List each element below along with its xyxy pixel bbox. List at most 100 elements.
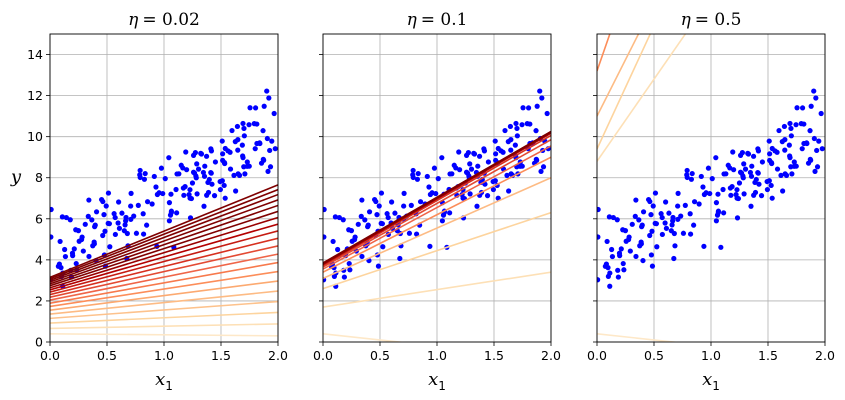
- data-point: [769, 145, 775, 152]
- data-point: [222, 145, 228, 152]
- data-point: [105, 190, 112, 196]
- data-point: [205, 179, 211, 186]
- x-axis-label: x1: [702, 369, 720, 393]
- data-point: [734, 215, 741, 221]
- data-point: [808, 103, 814, 109]
- data-point: [424, 173, 430, 180]
- data-point: [730, 149, 736, 155]
- regression-lines: [597, 34, 687, 342]
- data-point: [620, 227, 626, 233]
- data-point: [705, 165, 712, 171]
- data-point: [755, 169, 761, 176]
- data-point: [62, 246, 68, 253]
- data-point: [736, 180, 743, 186]
- data-point: [323, 234, 327, 240]
- data-point: [365, 222, 371, 228]
- data-point: [701, 243, 707, 249]
- data-point: [647, 232, 653, 239]
- data-point: [527, 121, 533, 127]
- data-point: [271, 110, 277, 117]
- data-point: [659, 214, 665, 221]
- data-point: [729, 184, 735, 190]
- data-point: [264, 88, 270, 94]
- data-point: [678, 213, 684, 219]
- data-point: [626, 234, 632, 240]
- data-point: [166, 155, 172, 161]
- data-point: [618, 246, 624, 252]
- data-point: [241, 125, 247, 132]
- data-point: [629, 221, 635, 227]
- data-point: [166, 218, 172, 224]
- data-point: [756, 181, 762, 187]
- data-point: [799, 146, 805, 152]
- data-point: [540, 164, 547, 170]
- data-point: [392, 210, 398, 216]
- data-point: [609, 246, 615, 253]
- data-point: [86, 197, 92, 203]
- data-point: [689, 170, 695, 177]
- data-point: [801, 121, 807, 127]
- data-point: [597, 277, 601, 283]
- data-point: [341, 274, 347, 280]
- data-point: [738, 170, 745, 176]
- data-point: [597, 234, 601, 240]
- data-point: [401, 203, 407, 209]
- data-point: [153, 184, 159, 190]
- data-point: [384, 211, 390, 217]
- regression-line-3: [50, 311, 278, 324]
- data-point: [525, 105, 532, 111]
- data-point: [410, 167, 416, 174]
- x-tick-label: 0.0: [40, 348, 60, 363]
- data-point: [137, 167, 143, 174]
- data-point: [128, 190, 134, 196]
- data-point: [272, 146, 278, 152]
- data-point: [128, 203, 134, 209]
- data-point: [191, 170, 198, 176]
- data-point: [183, 149, 189, 155]
- data-point: [723, 171, 729, 177]
- y-tick-label: 4: [35, 252, 43, 267]
- data-point: [805, 160, 812, 166]
- data-point: [500, 149, 506, 155]
- data-point: [111, 211, 117, 217]
- data-point: [513, 120, 519, 127]
- data-point: [184, 167, 190, 173]
- data-point: [533, 128, 539, 134]
- data-point: [352, 234, 358, 240]
- data-point: [766, 178, 772, 184]
- x-tick-label: 1.0: [427, 348, 447, 363]
- data-point: [792, 163, 798, 169]
- data-point: [198, 150, 204, 157]
- data-point: [663, 199, 669, 205]
- data-point: [220, 157, 226, 164]
- data-point: [340, 217, 346, 223]
- data-point: [414, 176, 421, 182]
- data-point: [359, 253, 365, 260]
- data-point: [617, 253, 623, 259]
- data-point: [684, 167, 690, 174]
- panel-title-symbol: η: [681, 10, 692, 30]
- data-point: [813, 95, 819, 101]
- data-point: [652, 190, 659, 196]
- data-point: [781, 123, 788, 130]
- data-point: [50, 206, 54, 213]
- data-point: [427, 243, 433, 249]
- data-point: [607, 283, 613, 289]
- data-point: [168, 208, 175, 214]
- data-point: [504, 172, 510, 178]
- data-point: [731, 167, 737, 173]
- data-point: [135, 202, 141, 208]
- data-point: [408, 202, 414, 208]
- data-point: [514, 125, 520, 132]
- data-point: [358, 213, 364, 219]
- data-point: [633, 197, 639, 203]
- data-point: [123, 214, 129, 221]
- data-point: [235, 171, 241, 177]
- data-point: [476, 153, 483, 159]
- data-point: [620, 260, 626, 267]
- data-point: [85, 213, 91, 219]
- data-point: [92, 222, 98, 228]
- regression-line-3: [597, 34, 652, 150]
- data-point: [597, 206, 601, 213]
- data-point: [816, 138, 822, 144]
